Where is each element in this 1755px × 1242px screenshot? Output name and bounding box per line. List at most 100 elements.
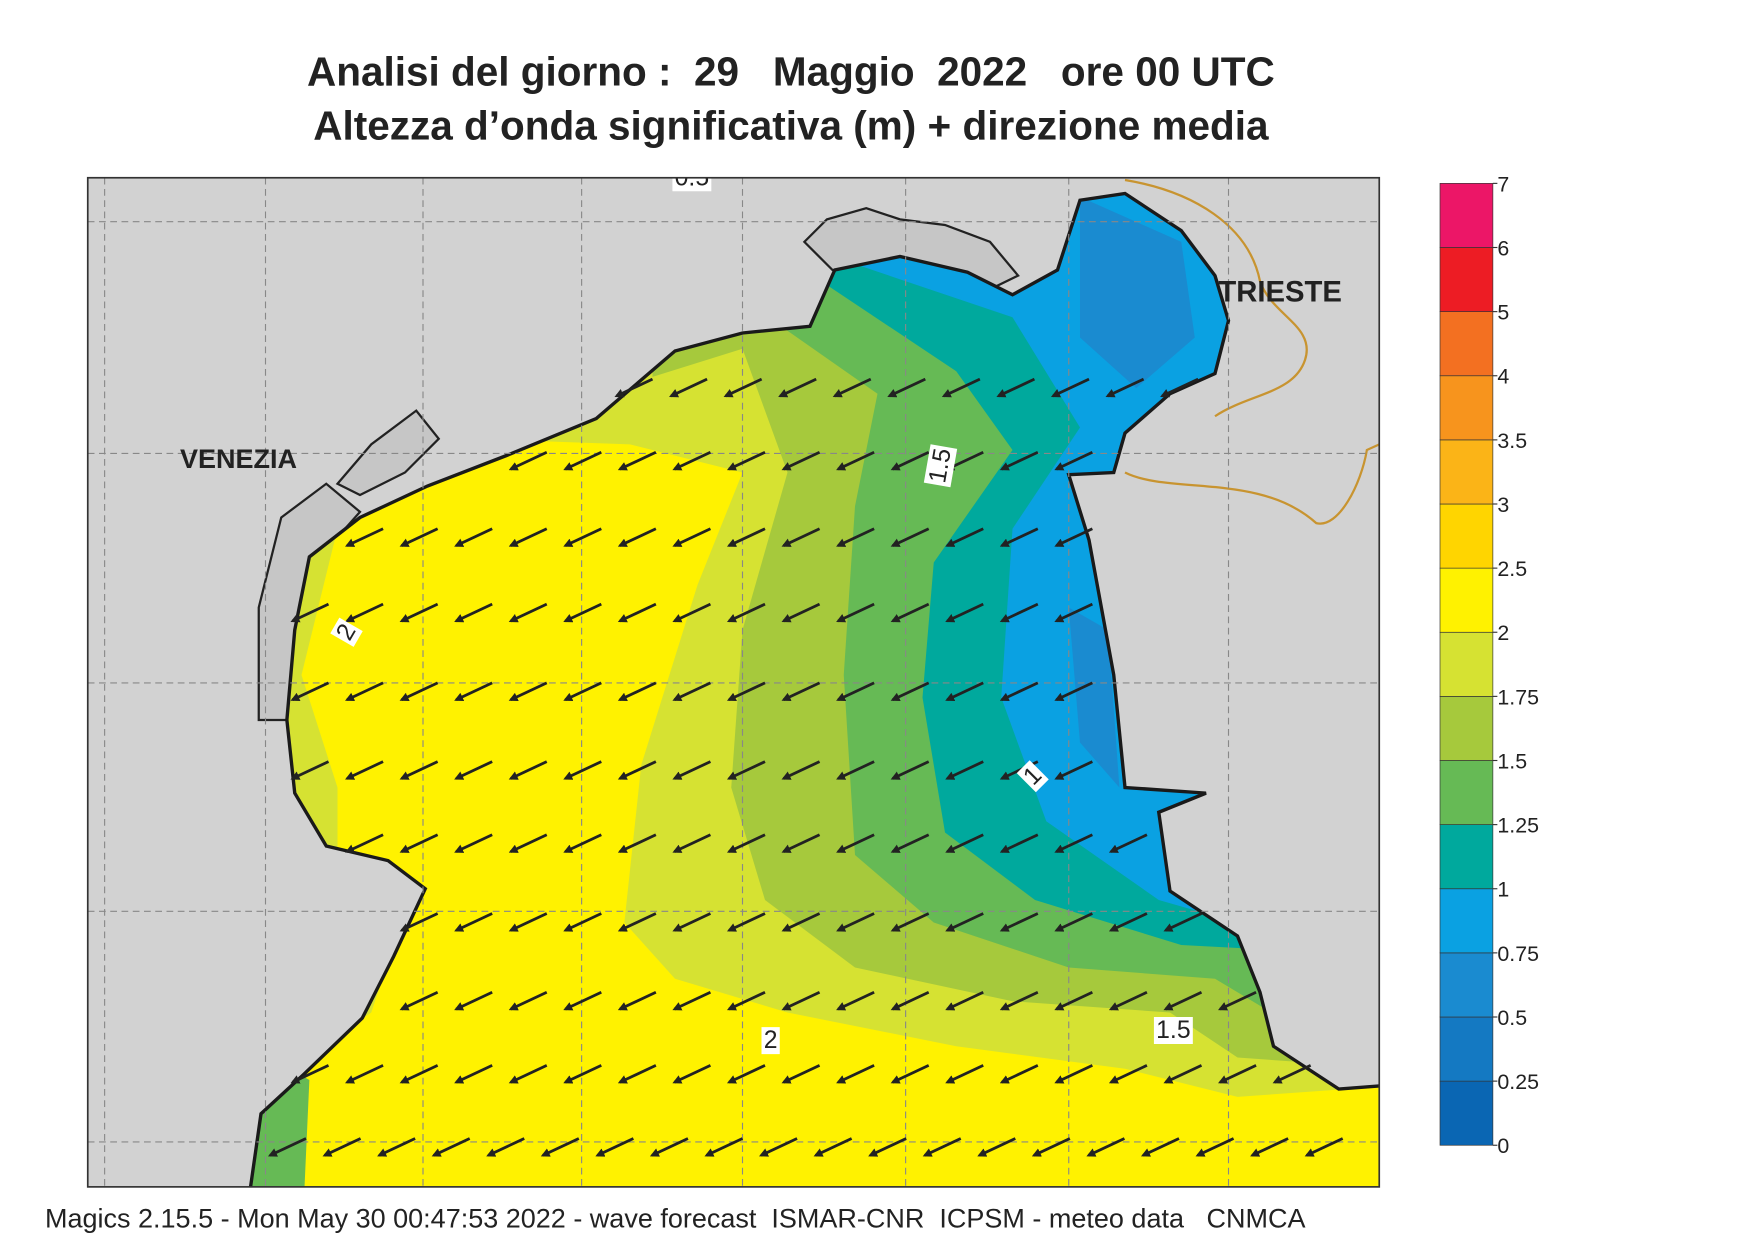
arrow <box>996 377 1036 398</box>
contour-label: 1.5 <box>1156 1017 1190 1044</box>
arrow <box>672 990 712 1011</box>
arrow <box>781 833 821 853</box>
colorbar-label: 6 <box>1497 236 1509 260</box>
arrow <box>1054 912 1093 932</box>
colorbar-bin <box>1439 375 1494 441</box>
arrow <box>399 1064 439 1084</box>
arrow <box>890 527 930 547</box>
arrow <box>890 760 930 780</box>
arrow <box>781 912 821 932</box>
arrow <box>1054 760 1093 780</box>
arrow <box>945 602 984 623</box>
arrow <box>781 681 821 702</box>
colorbar-bin <box>1439 631 1494 697</box>
arrow <box>836 1064 875 1084</box>
arrow <box>999 833 1039 853</box>
colorbar-label: 0 <box>1497 1134 1509 1158</box>
arrow <box>890 990 930 1011</box>
arrow <box>726 602 766 623</box>
arrow <box>617 1064 657 1084</box>
wave-zone <box>1068 607 1120 788</box>
arrow <box>1054 527 1093 547</box>
arrow <box>945 1064 984 1084</box>
arrow <box>454 990 493 1011</box>
arrow <box>454 833 493 853</box>
arrow <box>617 681 657 702</box>
arrow <box>726 833 766 853</box>
colorbar: 0 0.25 0.5 0.75 1 1.25 1.5 1.75 2 2.5 3 3.5 4 5 6 7 <box>1439 172 1539 1158</box>
arrow <box>945 527 984 547</box>
arrow <box>290 681 330 702</box>
arrow <box>563 1064 602 1084</box>
arrow <box>617 912 657 932</box>
contour-label-group: 2 <box>761 1027 780 1055</box>
arrow <box>832 377 872 398</box>
arrow <box>614 377 654 398</box>
colorbar-bin <box>1439 888 1494 954</box>
arrow <box>617 450 657 471</box>
arrow <box>672 681 712 702</box>
arrow <box>1054 450 1093 471</box>
map-frame <box>86 176 1381 1188</box>
arrow <box>922 1137 962 1157</box>
arrow <box>345 833 384 853</box>
arrow <box>563 602 602 623</box>
arrow <box>1054 990 1093 1011</box>
colorbar-label: 0.5 <box>1497 1006 1527 1030</box>
arrow <box>977 1137 1016 1157</box>
arrow <box>617 990 657 1011</box>
arrow <box>454 681 493 702</box>
colorbar-bin <box>1439 567 1494 633</box>
arrow <box>617 760 657 780</box>
arrow <box>399 602 439 623</box>
colorbar-bin <box>1439 311 1494 377</box>
arrow <box>781 527 821 547</box>
arrow <box>399 760 439 780</box>
arrow <box>672 833 712 853</box>
arrow <box>1272 1064 1312 1084</box>
arrow <box>836 833 875 853</box>
arrow <box>431 1137 471 1157</box>
arrow <box>563 990 602 1011</box>
colorbar-bin <box>1439 503 1494 569</box>
arrow <box>945 681 984 702</box>
arrow <box>508 527 548 547</box>
arrow <box>890 602 930 623</box>
contour-label: 1.5 <box>924 446 957 485</box>
arrow <box>1105 377 1145 398</box>
contour-label: 0.5 <box>675 164 709 191</box>
arrow <box>781 450 821 471</box>
arrow <box>649 1137 689 1157</box>
contour-label-bg <box>1153 1017 1193 1044</box>
arrow <box>345 602 384 623</box>
arrow <box>290 760 330 780</box>
subtitle: Altezza d’onda significativa (m) + direz… <box>313 103 1269 149</box>
arrow <box>1163 912 1203 932</box>
arrow <box>486 1137 525 1157</box>
arrow <box>508 912 548 932</box>
arrow <box>1218 990 1257 1011</box>
contour-label-bg <box>1016 760 1049 793</box>
arrow <box>563 833 602 853</box>
arrow <box>345 681 384 702</box>
arrow <box>1108 1064 1148 1084</box>
contour-label-group: 0.5 <box>672 164 712 192</box>
title: Analisi del giorno : 29 Maggio 2022 ore … <box>307 49 1275 95</box>
arrow <box>1140 1137 1180 1157</box>
arrow <box>999 450 1039 471</box>
arrow <box>726 450 766 471</box>
colorbar-label: 1 <box>1497 878 1509 902</box>
arrow <box>672 912 712 932</box>
colorbar-label: 7 <box>1497 172 1509 196</box>
arrow <box>781 990 821 1011</box>
arrow <box>672 602 712 623</box>
colorbar-label: 1.75 <box>1497 685 1539 709</box>
arrow <box>399 833 439 853</box>
arrow <box>836 450 875 471</box>
arrow <box>454 912 493 932</box>
contour-label-bg <box>923 444 958 488</box>
contour-label-bg <box>761 1027 780 1055</box>
arrow <box>563 527 602 547</box>
arrow <box>868 1137 907 1157</box>
colorbar-label: 5 <box>1497 301 1509 325</box>
